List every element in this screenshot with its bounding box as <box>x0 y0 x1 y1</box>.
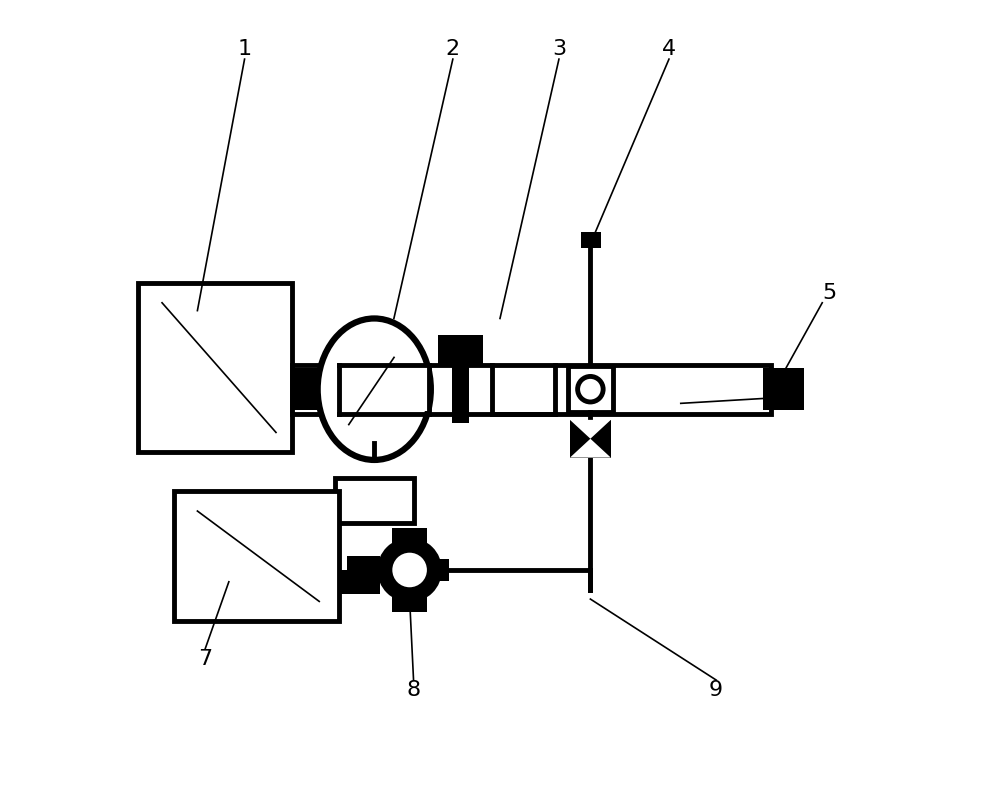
Bar <box>570 420 611 458</box>
Text: 3: 3 <box>552 39 566 59</box>
Text: 5: 5 <box>822 283 836 303</box>
Text: 4: 4 <box>662 39 676 59</box>
Bar <box>339 570 380 593</box>
Circle shape <box>578 376 603 402</box>
Bar <box>339 367 429 411</box>
Bar <box>568 367 613 412</box>
Text: 7: 7 <box>198 649 212 669</box>
Bar <box>347 556 380 584</box>
Bar <box>138 283 292 452</box>
Ellipse shape <box>318 318 431 460</box>
Bar <box>392 596 427 612</box>
Bar <box>392 529 427 544</box>
Text: 6: 6 <box>787 387 801 407</box>
Circle shape <box>392 553 427 587</box>
Text: 8: 8 <box>406 680 421 700</box>
Bar <box>763 368 804 411</box>
Bar <box>438 335 483 365</box>
Text: 9: 9 <box>709 680 723 700</box>
Bar <box>452 349 469 423</box>
Circle shape <box>380 540 439 600</box>
Bar <box>174 492 339 621</box>
Text: 1: 1 <box>238 39 252 59</box>
Bar <box>335 478 414 523</box>
Bar <box>292 365 771 414</box>
Bar <box>437 559 449 581</box>
Polygon shape <box>570 420 611 439</box>
Bar <box>492 361 555 404</box>
Bar <box>581 232 601 248</box>
Bar <box>292 368 335 411</box>
Text: 2: 2 <box>446 39 460 59</box>
Polygon shape <box>570 439 611 458</box>
